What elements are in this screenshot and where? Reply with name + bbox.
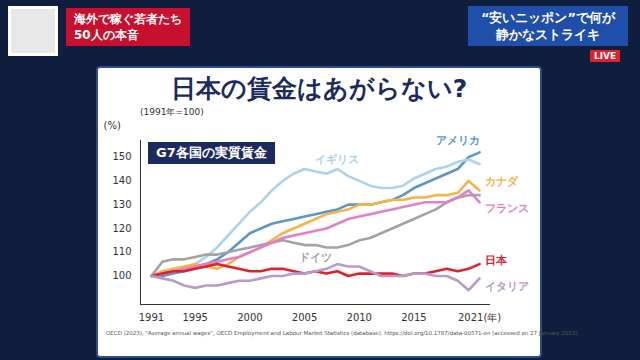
svg-text:(%): (%) — [104, 120, 121, 131]
html-text:海外で稼ぐ若者たち: 海外で稼ぐ若者たち — [74, 12, 182, 26]
svg-text:日本: 日本 — [485, 254, 508, 267]
html-text:“安いニッポン”で何が: “安いニッポン”で何が — [481, 10, 615, 25]
svg-text:フランス: フランス — [485, 202, 529, 215]
svg-text:ドイツ: ドイツ — [299, 251, 332, 264]
svg-text:120: 120 — [112, 223, 131, 234]
html-text:OECD (2023), "Average annual w: OECD (2023), "Average annual wages", OEC… — [106, 330, 580, 336]
svg-text:100: 100 — [112, 270, 131, 281]
svg-text:1995: 1995 — [182, 312, 207, 323]
svg-text:アメリカ: アメリカ — [436, 134, 480, 147]
svg-text:1991: 1991 — [139, 312, 164, 323]
svg-text:2005: 2005 — [292, 312, 317, 323]
html-text:(1991年=100): (1991年=100) — [140, 107, 204, 117]
html-text:LIVE: LIVE — [594, 51, 617, 61]
svg-text:150: 150 — [112, 151, 131, 162]
svg-text:130: 130 — [112, 199, 131, 210]
html-text:50人の本音: 50人の本音 — [74, 28, 139, 42]
svg-text:カナダ: カナダ — [485, 175, 519, 188]
svg-text:2000: 2000 — [237, 312, 262, 323]
html-text:G7各国の実質賃金: G7各国の実質賃金 — [156, 145, 267, 160]
svg-text:2021(年): 2021(年) — [458, 312, 501, 323]
svg-text:イギリス: イギリス — [315, 153, 359, 166]
svg-text:140: 140 — [112, 175, 131, 186]
svg-text:イタリア: イタリア — [485, 280, 529, 293]
svg-text:2010: 2010 — [347, 312, 372, 323]
svg-text:2015: 2015 — [401, 312, 426, 323]
svg-text:110: 110 — [112, 246, 131, 257]
html-text:日本の賃金はあがらない?: 日本の賃金はあがらない? — [170, 74, 468, 103]
html-text:静かなストライキ: 静かなストライキ — [496, 27, 600, 42]
